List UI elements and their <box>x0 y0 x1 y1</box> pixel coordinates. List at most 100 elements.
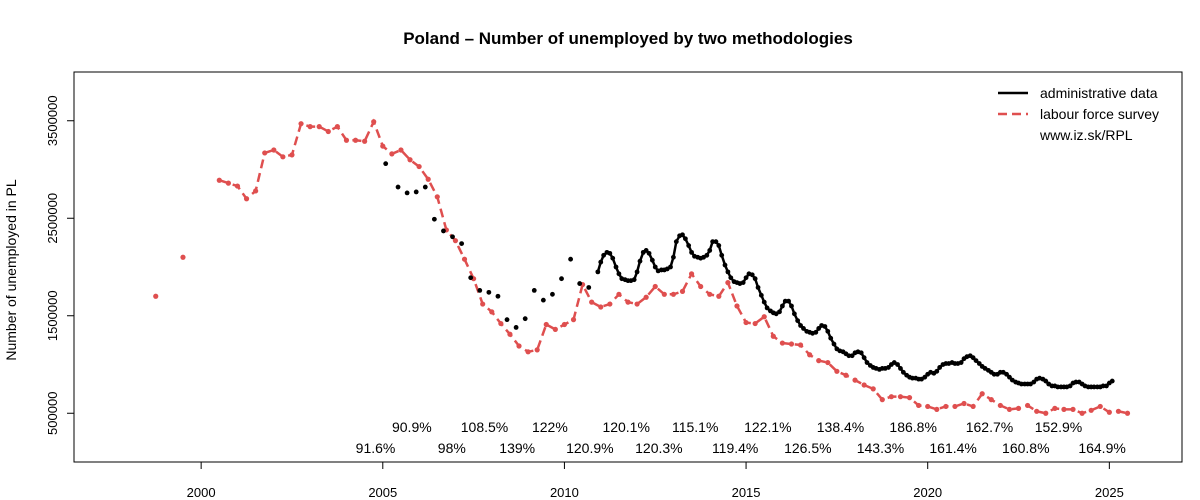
lfs-point <box>416 163 422 170</box>
lfs-point <box>589 299 595 305</box>
administrative-point <box>413 189 419 195</box>
administrative-point <box>531 288 537 293</box>
administrative-point <box>613 264 619 270</box>
lfs-point <box>380 143 386 149</box>
lfs-point <box>834 368 840 374</box>
administrative-point <box>713 239 719 245</box>
lfs-point <box>607 301 613 307</box>
administrative-point <box>922 374 928 380</box>
administrative-point <box>643 248 649 253</box>
legend-label-lfs: labour force survey <box>1040 106 1159 122</box>
administrative-point <box>789 303 794 309</box>
lfs-point <box>679 288 686 294</box>
lfs-point <box>852 377 858 383</box>
ratio-label-bottom: 161.4% <box>929 440 976 456</box>
administrative-point <box>828 335 834 341</box>
lfs-point <box>534 347 540 353</box>
chart-title: Poland – Number of unemployed by two met… <box>403 29 853 48</box>
lfs-point <box>752 320 758 327</box>
lfs-point <box>625 299 631 305</box>
administrative-point <box>886 365 891 370</box>
x-tick-label: 2005 <box>368 485 397 500</box>
ratio-label-top: 138.4% <box>817 419 864 435</box>
lfs-point <box>570 317 577 323</box>
administrative-point <box>477 288 483 293</box>
lfs-point <box>797 342 804 348</box>
lfs-point <box>434 194 440 200</box>
lfs-point <box>1052 405 1058 411</box>
lfs-point <box>216 177 222 183</box>
administrative-point <box>577 281 583 286</box>
administrative-point <box>616 271 622 277</box>
administrative-point <box>858 350 864 356</box>
administrative-point <box>404 190 410 196</box>
lfs-point <box>870 386 876 392</box>
administrative-point <box>798 323 803 328</box>
lfs-point <box>843 372 849 378</box>
administrative-point <box>422 184 428 190</box>
administrative-point <box>586 285 592 290</box>
lfs-point <box>906 395 913 401</box>
administrative-point <box>568 256 574 262</box>
administrative-point <box>970 355 976 361</box>
lfs-point <box>243 196 250 202</box>
administrative-point <box>743 275 749 281</box>
lfs-point <box>516 343 522 349</box>
lfs-point <box>761 314 767 320</box>
administrative-point <box>976 361 982 366</box>
administrative-point <box>649 257 655 263</box>
administrative-point <box>1031 379 1037 385</box>
administrative-point <box>383 161 389 167</box>
administrative-point <box>601 252 607 258</box>
administrative-point <box>550 291 555 297</box>
lfs-point <box>398 147 404 153</box>
administrative-point <box>495 293 501 299</box>
administrative-point <box>607 250 613 256</box>
administrative-point <box>777 309 782 315</box>
ratio-label-top: 120.1% <box>602 419 649 435</box>
lfs-point <box>1088 407 1094 413</box>
lfs-point <box>225 180 231 186</box>
lfs-point <box>688 271 695 277</box>
x-axis: 2000 2005 2010 2015 2020 2025 <box>187 462 1124 500</box>
ratio-label-top: 122.1% <box>744 419 791 435</box>
lfs-point <box>480 301 486 307</box>
administrative-point <box>722 262 728 268</box>
lfs-point <box>970 403 976 410</box>
lfs-point <box>725 280 731 286</box>
lfs-point <box>879 397 885 403</box>
lfs-point <box>925 403 931 410</box>
lfs-point <box>543 321 549 328</box>
administrative-point <box>864 360 870 365</box>
administrative-point <box>637 258 643 264</box>
administrative-point <box>610 255 616 261</box>
administrative-point <box>634 269 640 275</box>
lfs-point <box>652 283 658 290</box>
administrative-point <box>758 292 764 298</box>
plot-frame <box>73 71 1183 463</box>
lfs-point <box>552 326 558 332</box>
lfs-point <box>825 359 831 366</box>
lfs-point <box>1025 402 1031 409</box>
y-tick-label: 500000 <box>45 392 60 435</box>
ratio-label-bottom: 98% <box>438 440 466 456</box>
ratio-annotations: 90.9% 108.5% 122% 120.1% 115.1% 122.1% 138.4% 1… <box>356 419 1126 456</box>
ratio-label-bottom: 126.5% <box>784 440 831 456</box>
lfs-point <box>643 294 649 300</box>
administrative-point <box>652 264 658 270</box>
x-tick-label: 2025 <box>1095 485 1124 500</box>
administrative-point <box>801 326 806 331</box>
lfs-point <box>1070 406 1076 412</box>
lfs-point <box>262 150 268 156</box>
x-tick-label: 2015 <box>732 485 761 500</box>
administrative-point <box>725 269 731 275</box>
lfs-point <box>743 319 749 326</box>
lfs-point <box>153 293 159 299</box>
ratio-label-top: 108.5% <box>461 419 508 435</box>
lfs-point <box>280 154 286 160</box>
administrative-point <box>486 289 492 295</box>
ratio-label-bottom: 164.9% <box>1078 440 1125 456</box>
lfs-point <box>988 397 994 403</box>
administrative-point <box>937 365 943 370</box>
administrative-point <box>861 355 867 361</box>
